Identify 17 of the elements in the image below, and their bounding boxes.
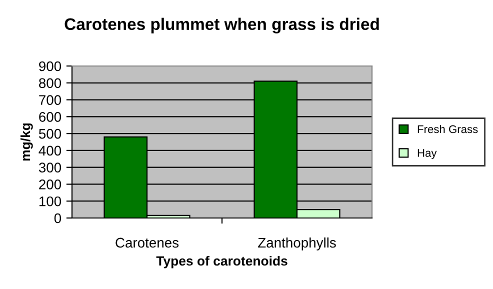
x-tick-label: Zanthophylls	[258, 237, 336, 250]
y-tick-label: 200	[39, 180, 62, 190]
y-axis-title: mg/kg	[20, 123, 33, 161]
legend-label: Fresh Grass	[418, 124, 478, 134]
x-tick-label: Carotenes	[116, 238, 179, 248]
x-axis-title: Types of carotenoids	[156, 256, 288, 268]
y-tick-label: 800	[39, 78, 62, 88]
y-tick-label: 0	[54, 213, 62, 224]
y-tick-label: 900	[39, 61, 62, 72]
y-tick-label: 700	[39, 95, 62, 105]
y-tick-label: 300	[38, 162, 62, 173]
chart-title: Carotenes plummet when grass is dried	[64, 18, 379, 34]
y-tick-label: 600	[39, 112, 62, 122]
y-tick-label: 500	[38, 128, 62, 139]
y-tick-label: 100	[39, 196, 62, 206]
y-tick-label: 400	[38, 146, 62, 156]
legend-label: Hay	[418, 149, 437, 160]
